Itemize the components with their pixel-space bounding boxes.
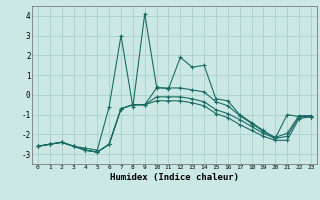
X-axis label: Humidex (Indice chaleur): Humidex (Indice chaleur) bbox=[110, 173, 239, 182]
